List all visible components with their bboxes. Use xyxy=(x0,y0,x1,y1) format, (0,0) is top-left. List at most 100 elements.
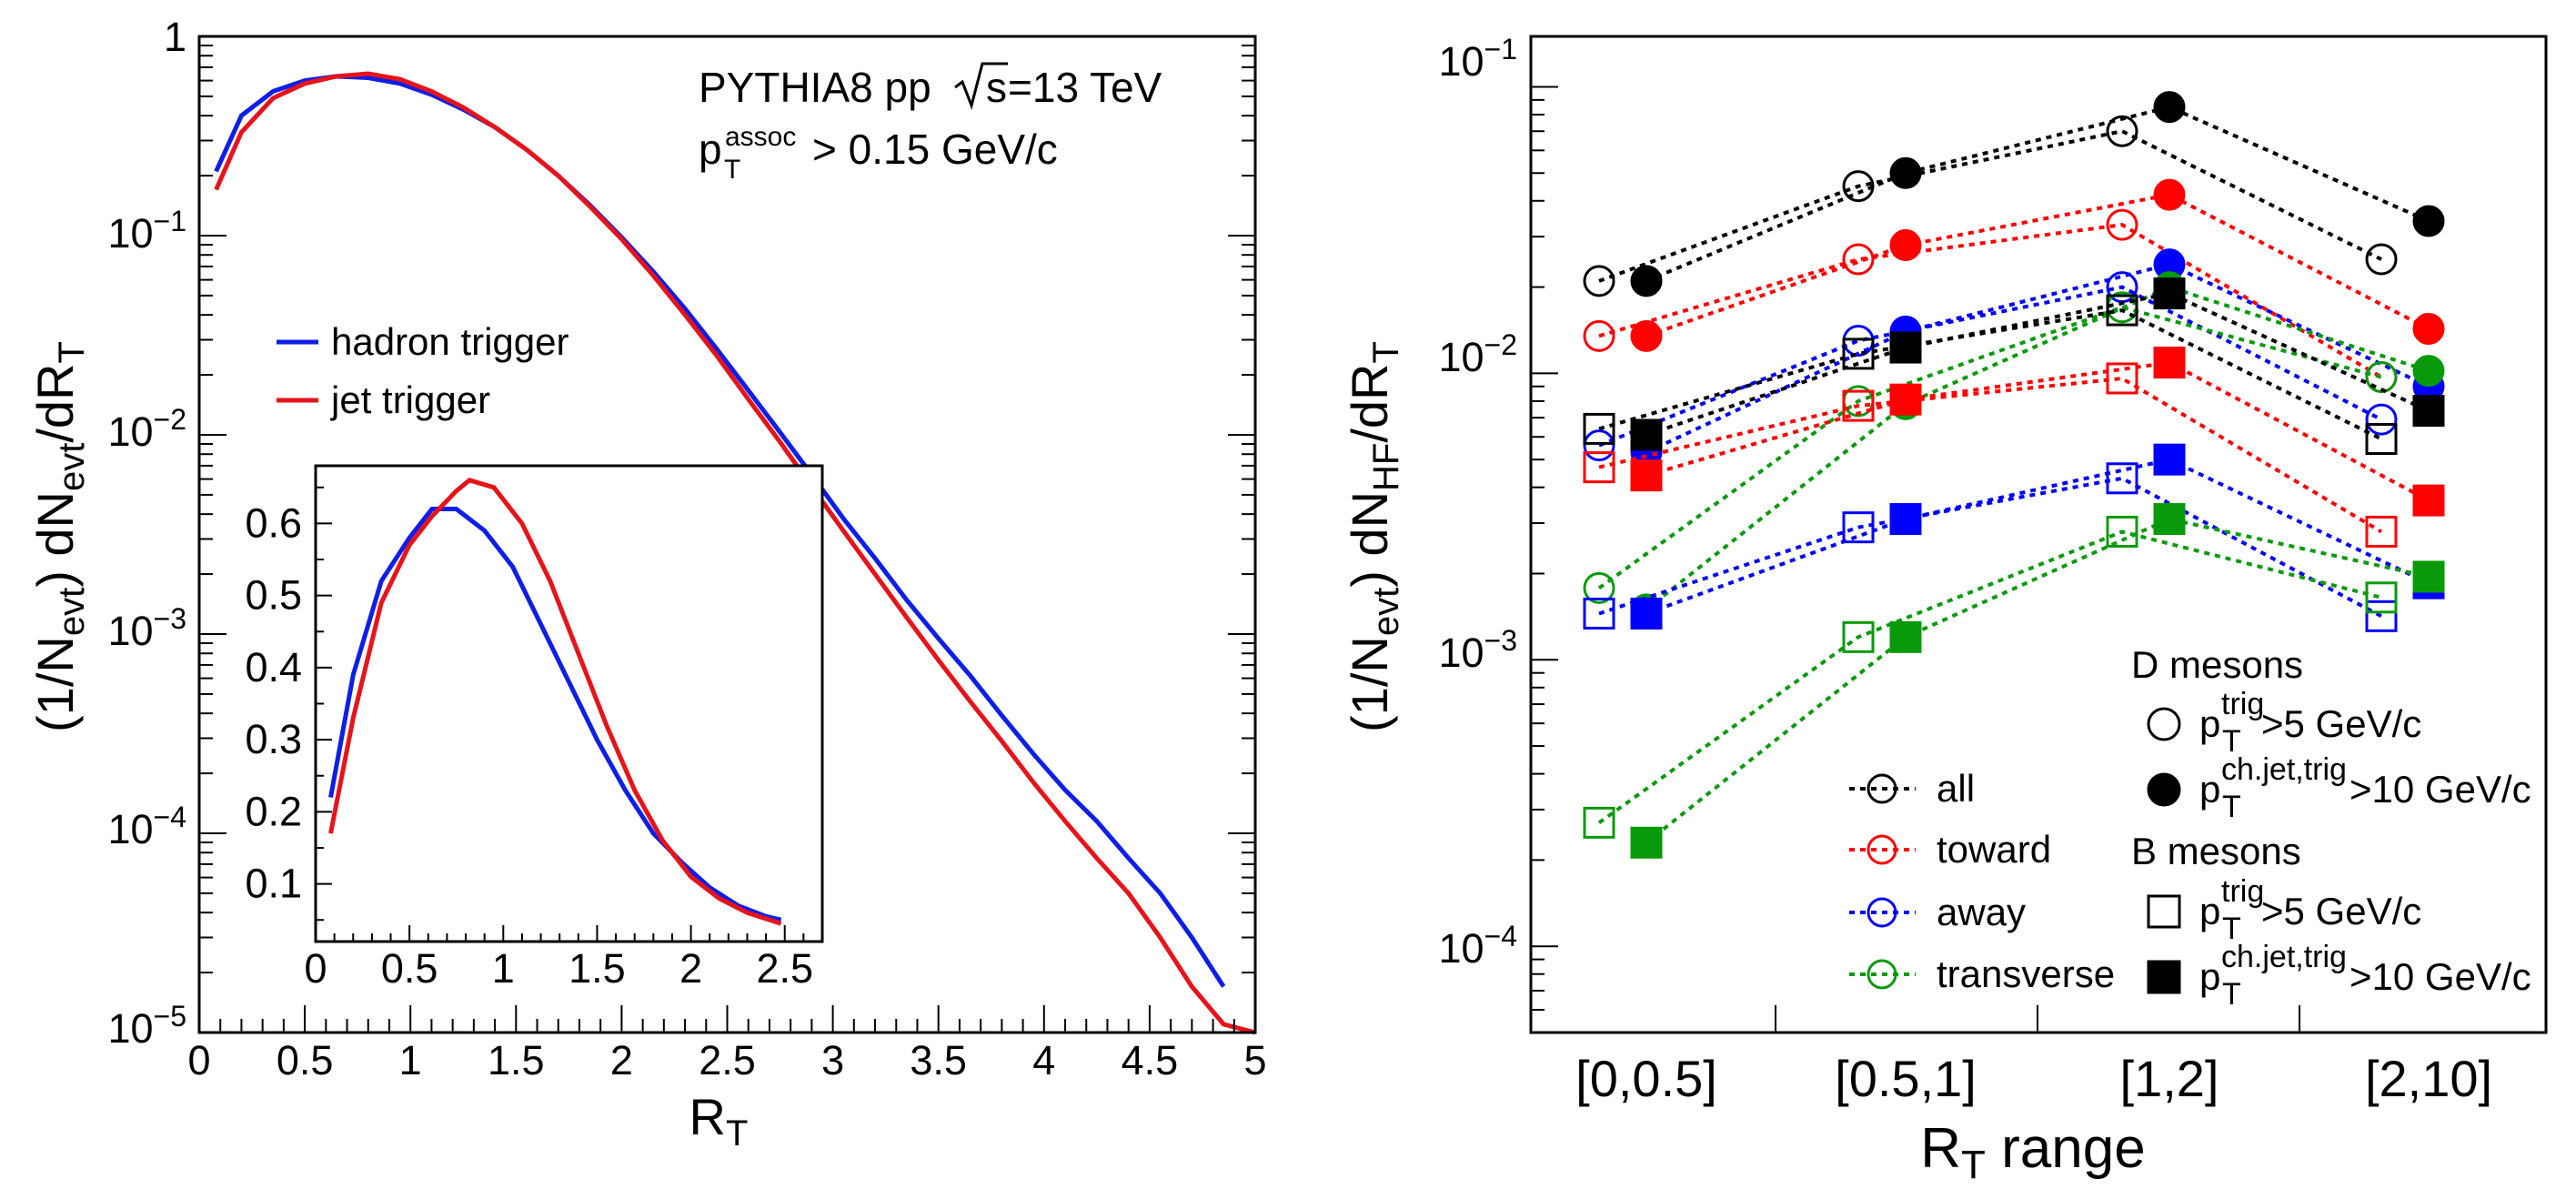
right-y-axis-title: (1/Nevt) dNHF/dRT xyxy=(1341,341,1406,732)
inset-ytick-label: 0.6 xyxy=(245,499,302,546)
inset-ytick-label: 0.1 xyxy=(245,861,302,907)
line-series-hadron-trigger xyxy=(214,74,1226,988)
data-point-b-meson xyxy=(2412,395,2445,428)
legend-label-transverse: transverse xyxy=(1937,952,2115,995)
data-point-b-meson xyxy=(2106,462,2138,495)
series-D-toward-jet xyxy=(1630,178,2445,352)
legend-entry-toward: toward xyxy=(1849,828,2051,871)
left-ytick-label-1e-2: 10−2 xyxy=(107,403,186,455)
inset-plot: 0 0.5 1 1.5 2 2.5 0.1 0.2 0.3 0.4 0.5 0.6 xyxy=(245,464,824,992)
inset-background xyxy=(316,466,822,942)
series-connector-line xyxy=(1598,308,2382,441)
annotation-energy: =13 TeV xyxy=(1008,64,1162,111)
legend-marker-away xyxy=(1867,897,1897,928)
data-point-b-meson xyxy=(1583,597,1615,630)
inset-series-jet-trigger xyxy=(328,478,782,926)
right-xtick-label-3: [2,10] xyxy=(2365,1050,2492,1107)
right-xtick-label-0: [0,0.5] xyxy=(1575,1050,1717,1107)
data-point-d-meson xyxy=(1583,429,1615,462)
right-panel: 10−1 10−2 10−3 10−4 [0,0.5] [0.5,1] [1,2… xyxy=(1341,33,2548,1187)
left-xtick-label: 1 xyxy=(399,1037,422,1083)
data-point-d-meson xyxy=(1583,319,1615,352)
data-point-b-meson xyxy=(1842,511,1875,544)
right-x-axis-title: RT range xyxy=(1920,1117,2145,1187)
series-connector-line xyxy=(1645,517,2430,844)
legend-label-away: away xyxy=(1937,891,2026,933)
legend-d-open-label: >5 GeV/c xyxy=(2261,702,2421,745)
right-xtick-label-2: [1,2] xyxy=(2120,1050,2219,1107)
legend-d-filled-label: >10 GeV/c xyxy=(2350,768,2531,811)
data-point-d-meson xyxy=(2365,403,2398,436)
legend-d-filled-marker xyxy=(2147,772,2181,807)
legend-b-filled-marker xyxy=(2147,960,2181,994)
data-point-b-meson xyxy=(2153,443,2186,476)
data-point-b-meson xyxy=(1889,383,1922,416)
right-series-group xyxy=(1583,91,2445,859)
left-xtick-label: 2 xyxy=(610,1037,633,1083)
data-point-d-meson xyxy=(1583,571,1615,604)
data-point-b-meson xyxy=(2365,423,2398,456)
data-point-b-meson xyxy=(1630,826,1663,859)
series-B-transverse-jet xyxy=(1630,503,2445,859)
series-connector-line xyxy=(1598,223,2383,379)
series-connector-line xyxy=(1645,458,2430,616)
legend-d-open-sup: trig xyxy=(2221,687,2264,721)
data-point-b-meson xyxy=(1583,412,1615,445)
series-connector-line xyxy=(1645,360,2430,502)
data-point-d-meson xyxy=(2153,91,2186,124)
left-y-axis-title: (1/Nevt) dNevt/dRT xyxy=(26,341,92,732)
legend-d-filled-sub: T xyxy=(2222,790,2241,824)
data-point-b-meson xyxy=(1889,503,1922,536)
inset-xtick-label: 2 xyxy=(679,945,702,992)
data-point-b-meson xyxy=(2106,362,2138,395)
data-point-b-meson xyxy=(2365,600,2398,632)
series-connector-line xyxy=(1645,285,2430,611)
series-B-toward-hadron xyxy=(1583,362,2398,548)
data-point-b-meson xyxy=(2153,503,2186,536)
legend-b-filled-sup: ch.jet,trig xyxy=(2221,940,2347,974)
legend-entry-all: all xyxy=(1849,767,1975,810)
legend-d-open-sub: T xyxy=(2222,724,2241,759)
legend-d-filled-sup: ch.jet,trig xyxy=(2221,752,2347,787)
data-point-b-meson xyxy=(2412,484,2445,517)
legend-b-open-label: >5 GeV/c xyxy=(2261,890,2421,932)
inset-xtick-label: 1.5 xyxy=(569,945,626,992)
series-connector-line xyxy=(1645,105,2430,283)
legend-label-toward: toward xyxy=(1937,828,2051,871)
annotation-pt-cut: > 0.15 GeV/c xyxy=(812,126,1058,173)
data-point-d-meson xyxy=(2365,361,2398,394)
series-B-transverse-hadron xyxy=(1583,515,2398,839)
left-axis-ticks xyxy=(198,35,1256,1033)
legend-marker-all xyxy=(1867,773,1897,804)
series-connector-line xyxy=(1597,305,2382,590)
region-legend: all toward away transverse xyxy=(1849,767,2115,995)
data-point-b-meson xyxy=(1630,459,1663,492)
series-connector-line xyxy=(1598,129,2382,283)
legend-b-filled-p: p xyxy=(2199,955,2220,998)
inset-ytick-label: 0.5 xyxy=(245,572,302,619)
data-point-b-meson xyxy=(2106,515,2138,548)
data-point-b-meson xyxy=(1842,389,1875,422)
data-point-d-meson xyxy=(2412,312,2445,345)
left-legend: hadron trigger jet trigger xyxy=(277,320,569,421)
inset-xtick-label: 1 xyxy=(492,945,515,992)
left-series-group xyxy=(214,71,1256,1035)
left-xtick-label: 3.5 xyxy=(910,1037,967,1083)
left-xtick-label: 1.5 xyxy=(488,1037,545,1083)
inset-tick-labels: 0 0.5 1 1.5 2 2.5 0.1 0.2 0.3 0.4 0.5 0.6 xyxy=(245,499,813,992)
data-point-b-meson xyxy=(1889,331,1922,364)
right-axis-ticks xyxy=(1531,86,2300,1033)
legend-marker-transverse xyxy=(1867,959,1897,990)
data-point-d-meson xyxy=(1630,319,1663,352)
series-connector-line xyxy=(1645,262,2430,455)
legend-label-hadron: hadron trigger xyxy=(331,320,569,363)
legend-label-jet: jet trigger xyxy=(329,378,490,421)
data-point-b-meson xyxy=(1630,597,1663,630)
data-point-b-meson xyxy=(1889,620,1922,653)
series-D-all-jet xyxy=(1630,91,2445,297)
data-point-d-meson xyxy=(1842,243,1875,276)
series-B-away-hadron xyxy=(1583,462,2398,632)
left-xtick-label: 5 xyxy=(1243,1037,1266,1083)
legend-d-filled-p: p xyxy=(2199,768,2220,811)
